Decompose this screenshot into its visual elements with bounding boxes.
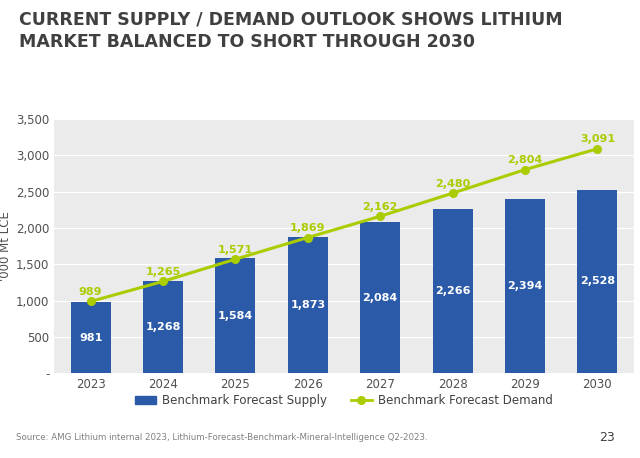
Text: 2,266: 2,266 [435,286,470,296]
Bar [360,222,400,373]
Text: AMG: AMG [568,433,596,443]
Bar [143,281,183,373]
Text: 1,571: 1,571 [218,245,253,255]
Text: 2,162: 2,162 [362,202,398,212]
Text: 2,084: 2,084 [363,293,398,303]
Y-axis label: '000 Mt LCE: '000 Mt LCE [0,211,12,281]
Text: 3,091: 3,091 [580,135,615,144]
Text: Source: AMG Lithium internal 2023, Lithium-Forecast-Benchmark-Mineral-Intelligen: Source: AMG Lithium internal 2023, Lithi… [16,433,428,442]
Text: 2,394: 2,394 [508,281,543,291]
Text: 2,480: 2,480 [435,179,470,189]
Bar [505,199,545,373]
Bar [288,237,328,373]
Text: 1,873: 1,873 [290,300,325,310]
Text: 2,528: 2,528 [580,277,615,286]
Text: CURRENT SUPPLY / DEMAND OUTLOOK SHOWS LITHIUM
MARKET BALANCED TO SHORT THROUGH 2: CURRENT SUPPLY / DEMAND OUTLOOK SHOWS LI… [19,10,563,51]
Text: 23: 23 [598,431,614,444]
Bar [216,258,255,373]
Text: 1,869: 1,869 [290,223,326,233]
Text: 1,584: 1,584 [218,311,253,321]
Legend: Benchmark Forecast Supply, Benchmark Forecast Demand: Benchmark Forecast Supply, Benchmark For… [131,389,557,412]
Bar [70,302,111,373]
Text: 1,265: 1,265 [145,267,180,277]
Text: 2,804: 2,804 [508,155,543,165]
Text: 1,268: 1,268 [145,322,180,332]
Text: 981: 981 [79,333,102,343]
Bar [433,209,472,373]
Bar [577,190,618,373]
Text: 989: 989 [79,287,102,297]
